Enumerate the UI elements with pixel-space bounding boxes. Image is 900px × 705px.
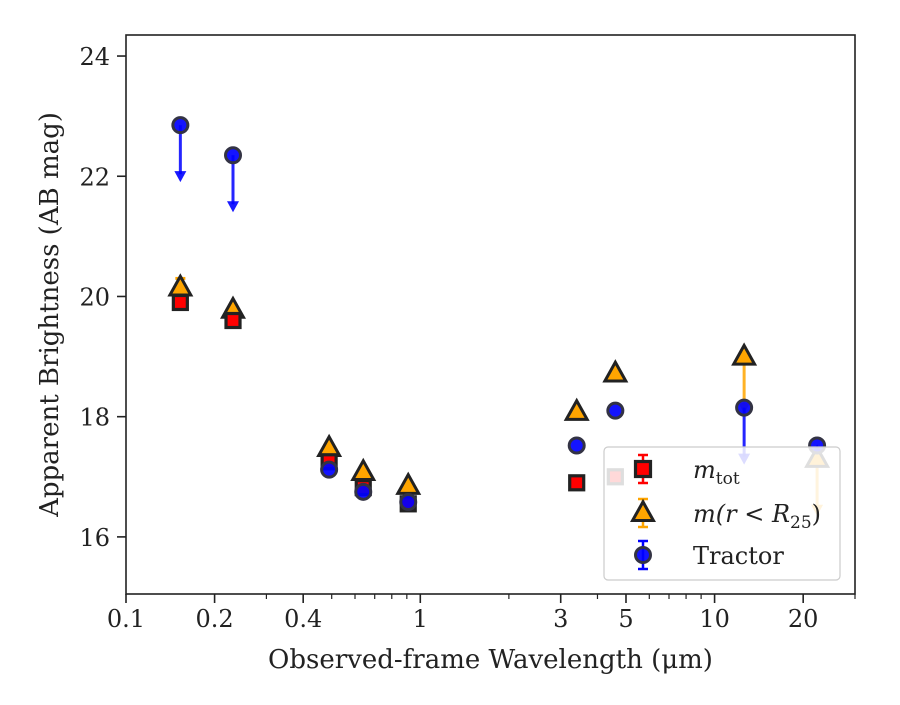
data-point	[167, 273, 194, 297]
axis-ticks: 0.1 0.2 0.4 1 3 5 10 20 16 18 20 22 24	[79, 43, 856, 633]
data-point	[567, 436, 586, 455]
data-point	[735, 398, 754, 417]
legend-marker-square	[633, 459, 653, 479]
data-point	[563, 397, 590, 421]
y-tick-label: 24	[79, 43, 110, 71]
x-tick-label: 1	[413, 605, 428, 633]
data-point	[171, 116, 190, 135]
x-tick-label: 10	[699, 605, 730, 633]
upper-limit-arrow-head	[174, 171, 187, 183]
x-tick-label: 0.1	[107, 605, 145, 633]
data-point	[399, 493, 418, 512]
x-tick-label: 3	[553, 605, 568, 633]
y-tick-label: 22	[79, 163, 110, 191]
x-axis-label: Observed-frame Wavelength (μm)	[268, 645, 713, 675]
legend-marker-circle	[634, 546, 652, 564]
data-point	[354, 482, 373, 501]
data-point	[606, 401, 625, 420]
y-tick-label: 20	[79, 283, 110, 311]
x-tick-label: 0.4	[284, 605, 322, 633]
y-tick-label: 16	[79, 524, 110, 552]
data-point	[320, 460, 339, 479]
data-point	[602, 359, 629, 383]
plot-frame	[125, 34, 856, 595]
x-tick-label: 0.2	[196, 605, 234, 633]
legend: mtot m(r < R25) Tractor	[603, 446, 841, 581]
data-point	[316, 433, 343, 457]
legend-label: Tractor	[693, 542, 784, 570]
x-tick-label: 5	[618, 605, 633, 633]
legend-label: m(r < R25)	[693, 500, 821, 533]
data-point	[568, 474, 586, 492]
legend-label: mtot	[693, 456, 740, 489]
y-axis-label: Apparent Brightness (AB mag)	[35, 112, 65, 518]
legend-box	[603, 446, 841, 581]
data-point	[350, 457, 377, 482]
y-tick-label: 18	[79, 404, 110, 432]
upper-limit-arrow-head	[227, 201, 240, 213]
data-point	[224, 311, 242, 330]
x-tick-label: 20	[788, 605, 819, 633]
data-point	[395, 471, 422, 495]
data-point	[171, 293, 189, 312]
series-square	[171, 293, 624, 513]
data-point	[224, 146, 243, 165]
legend-marker-triangle	[630, 498, 656, 523]
data-point	[731, 342, 758, 366]
